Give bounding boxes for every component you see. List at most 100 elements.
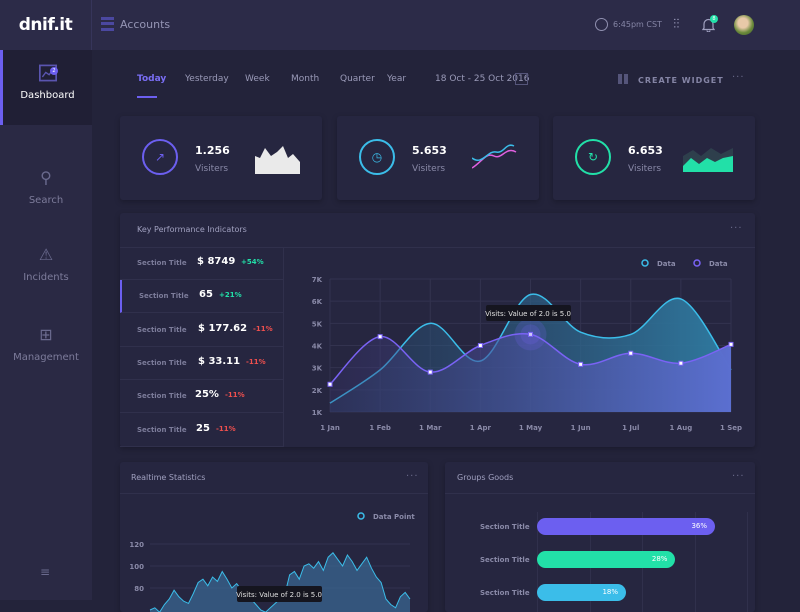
top-bar: dnif.it Accounts 6:45pm CST ⫶⫶ 8: [0, 0, 800, 50]
data-point: [628, 350, 634, 356]
hover-halo: [514, 318, 547, 351]
kpi-change: +54%: [241, 258, 264, 266]
sidebar-item-label: Search: [28, 195, 64, 206]
tab-yesterday[interactable]: Yesterday: [185, 74, 229, 84]
kpi-value: $ 33.11: [198, 355, 241, 367]
tab-week[interactable]: Week: [245, 74, 270, 84]
y-tick-label: 5K: [312, 320, 323, 328]
create-widget-button[interactable]: CREATE WIDGET: [638, 76, 724, 85]
kpi-value: $ 177.62: [198, 322, 248, 334]
legend-label: Data: [709, 260, 728, 268]
kpi-title: Section Title: [137, 392, 187, 401]
kpi-row[interactable]: Section Title $ 8749 +54%: [120, 247, 283, 280]
bar[interactable]: 28%: [537, 551, 676, 568]
accounts-menu-icon[interactable]: [101, 17, 114, 31]
more-options-icon[interactable]: ···: [730, 223, 743, 234]
kpi-row[interactable]: Section Title 25% -11%: [120, 380, 283, 414]
kpi-title: Section Title: [137, 325, 187, 334]
x-tick-label: 1 Jan: [320, 424, 340, 432]
stat-label: Visiters: [195, 164, 229, 174]
realtime-area-chart: 80 100 120 Data Point Visits: Value of 2.0 i…: [129, 512, 415, 612]
settings-sliders-icon[interactable]: ⫶⫶: [673, 17, 680, 32]
y-tick-label: 3K: [312, 365, 323, 373]
hamburger-icon[interactable]: ≡: [40, 565, 51, 579]
kpi-row[interactable]: Section Title 25 -11%: [120, 414, 283, 447]
warning-icon: ⚠: [38, 245, 54, 264]
kpi-title: Section Title: [137, 425, 187, 434]
y-tick-label: 120: [129, 541, 144, 549]
tab-today[interactable]: Today: [137, 74, 167, 84]
dashboard-badge: 2: [50, 67, 58, 75]
tab-month[interactable]: Month: [291, 74, 320, 84]
kpi-change: -11%: [253, 324, 273, 333]
kpi-title: Section Title: [137, 358, 187, 367]
stat-label: Visiters: [412, 164, 446, 174]
tab-quarter[interactable]: Quarter: [340, 74, 375, 84]
x-tick-label: 1 Sep: [720, 424, 742, 432]
more-options-icon[interactable]: ···: [732, 72, 745, 83]
tab-year[interactable]: Year: [387, 74, 407, 84]
grid-icon: ⊞: [39, 325, 53, 344]
data-point: [327, 381, 333, 387]
stat-value: 5.653: [412, 144, 447, 157]
kpi-change: -11%: [225, 391, 245, 400]
groups-goods-card: Groups Goods ··· Section Title 36% Section…: [445, 462, 755, 612]
kpi-title: Section Title: [137, 259, 187, 267]
y-tick-label: 4K: [312, 343, 323, 351]
y-tick-label: 80: [134, 585, 144, 593]
grid-line: [747, 512, 748, 612]
kpi-change: -11%: [246, 357, 266, 366]
more-options-icon[interactable]: ···: [732, 471, 745, 482]
bar[interactable]: 36%: [537, 518, 715, 535]
tooltip-box: [237, 586, 322, 602]
x-tick-label: 1 Jun: [571, 424, 591, 432]
more-options-icon[interactable]: ···: [406, 471, 419, 482]
refresh-icon: ↻: [575, 139, 611, 175]
kpi-change: -11%: [216, 424, 236, 433]
kpi-value: 25%: [195, 389, 219, 401]
data-point: [678, 360, 684, 366]
bar-label: Section Title: [480, 589, 530, 597]
date-range[interactable]: 18 Oct - 25 Oct 2016: [435, 74, 530, 84]
logo[interactable]: dnif.it: [0, 0, 92, 50]
sidebar-item-incidents[interactable]: ⚠ Incidents: [0, 232, 92, 307]
legend-label: Data: [657, 260, 676, 268]
bar[interactable]: 18%: [537, 584, 626, 601]
kpi-row[interactable]: Section Title $ 33.11 -11%: [120, 347, 283, 380]
series-area: [150, 552, 410, 612]
grid-line: [694, 512, 696, 612]
legend-marker: [693, 259, 701, 267]
sidebar-item-label: Management: [13, 352, 79, 363]
kpi-row[interactable]: Section Title 65 +21%: [120, 280, 283, 314]
kpi-change: +21%: [219, 291, 242, 300]
kpi-value: 65: [199, 289, 213, 301]
section-title: Accounts: [120, 18, 171, 31]
tooltip-text: Visits: Value of 2.0 is 5.0: [485, 310, 571, 318]
tooltip-text: Visits: Value of 2.0 is 5.0: [236, 591, 322, 599]
sidebar-item-label: Incidents: [23, 272, 69, 283]
legend-marker: [357, 512, 365, 520]
x-tick-label: 1 Mar: [419, 424, 442, 432]
sidebar-item-search[interactable]: ⚲ Search: [0, 155, 92, 230]
hover-halo: [520, 324, 541, 345]
sidebar: 2 Dashboard ⚲ Search ⚠ Incidents ⊞ Manag…: [0, 50, 92, 600]
x-tick-label: 1 May: [519, 424, 543, 432]
sidebar-item-dashboard[interactable]: 2 Dashboard: [0, 50, 92, 125]
user-avatar[interactable]: [734, 15, 754, 35]
legend-marker: [641, 259, 649, 267]
stat-value: 6.653: [628, 144, 663, 157]
y-tick-label: 2K: [312, 387, 323, 395]
y-tick-label: 6K: [312, 298, 323, 306]
y-tick-label: 7K: [312, 276, 323, 284]
sparkline-chart: [472, 144, 517, 169]
calendar-icon[interactable]: [515, 73, 528, 85]
kpi-value: 25: [196, 422, 210, 434]
bar-label: Section Title: [480, 556, 530, 564]
kpi-row[interactable]: Section Title $ 177.62 -11%: [120, 314, 283, 347]
data-point: [427, 369, 433, 375]
kpi-title: Section Title: [139, 292, 189, 301]
y-tick-label: 100: [129, 563, 144, 571]
x-tick-label: 1 Aug: [670, 424, 693, 432]
sidebar-item-management[interactable]: ⊞ Management: [0, 312, 92, 387]
tooltip-box: [486, 305, 571, 321]
